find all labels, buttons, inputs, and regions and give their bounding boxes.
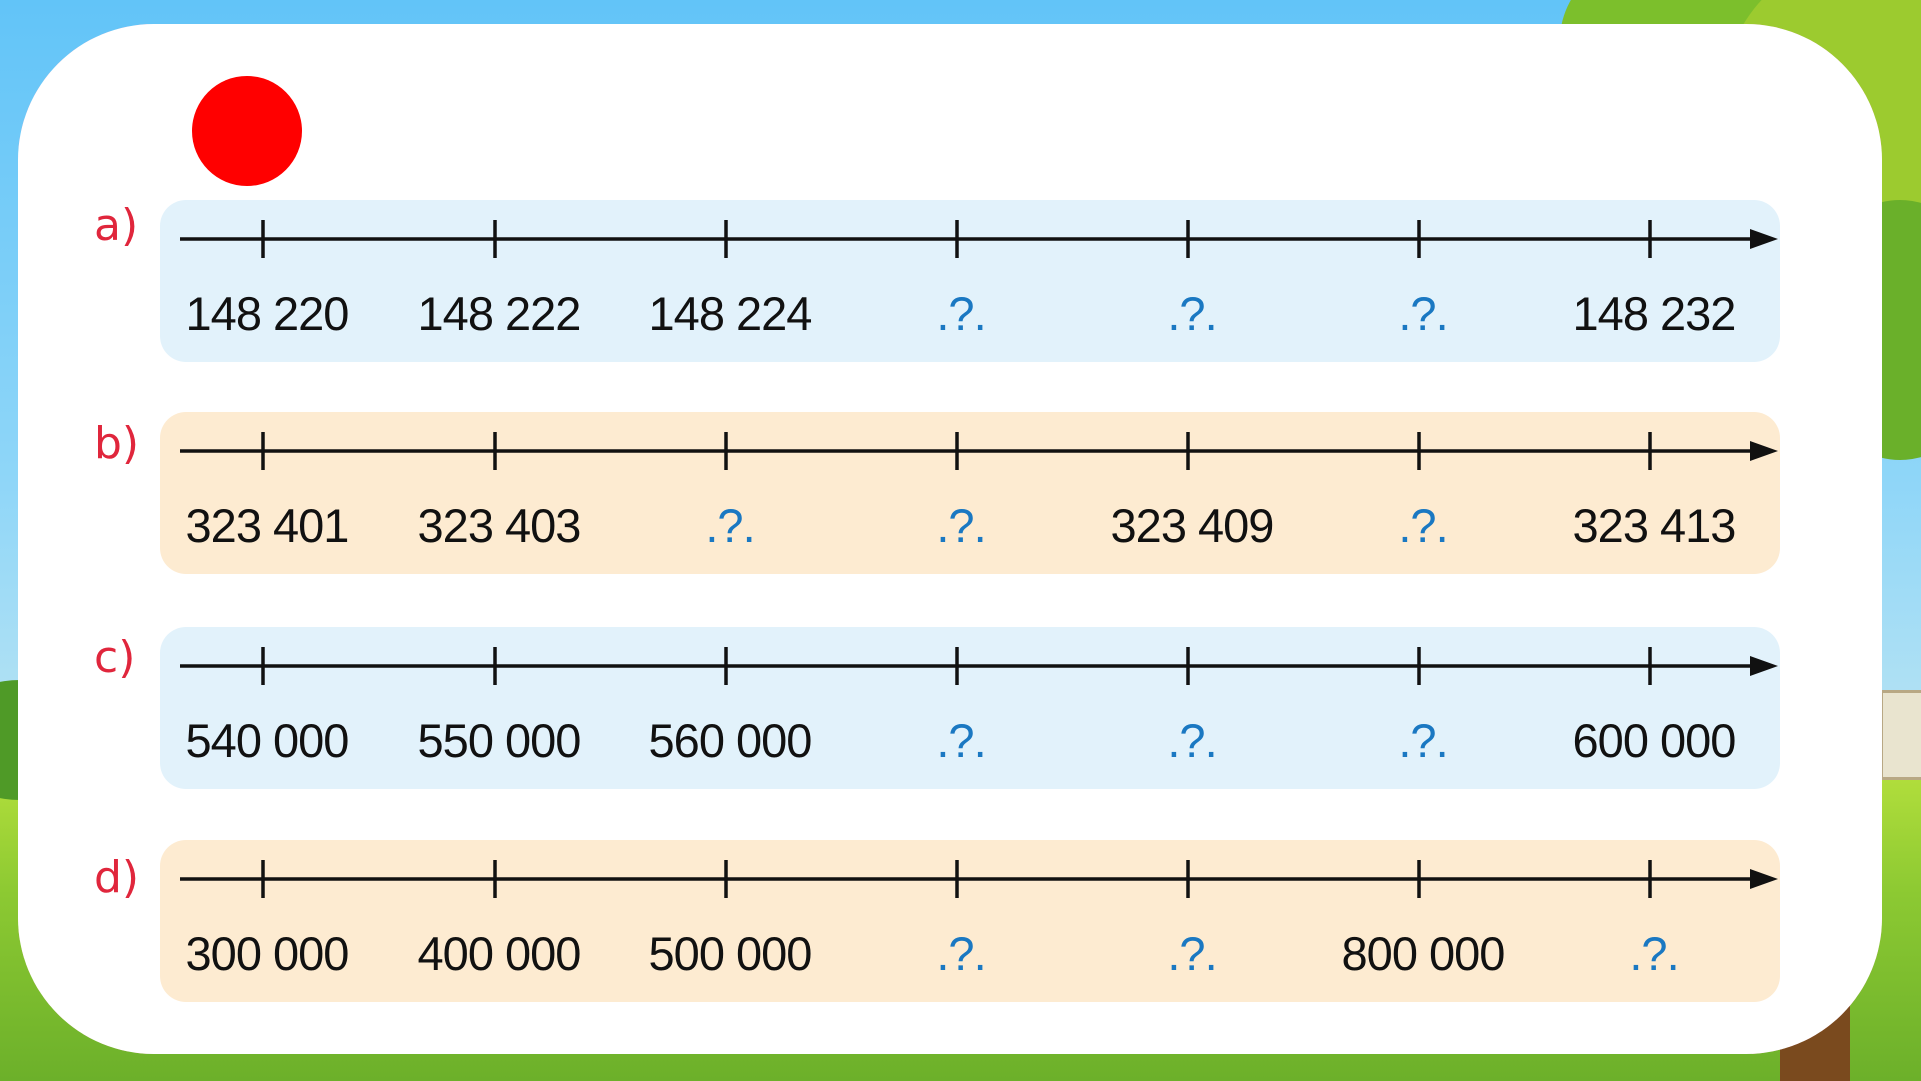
tick-value: 148 220 — [185, 287, 350, 340]
tick-value: 540 000 — [185, 714, 350, 767]
tick-value: 300 000 — [185, 927, 350, 980]
arrow-head-icon — [1750, 656, 1778, 676]
number-line-row: 300 000 400 000 500 000.?..?. 800 000.?. — [160, 840, 1780, 1002]
number-line-axis — [180, 220, 1778, 258]
missing-value-placeholder[interactable]: .?. — [1398, 287, 1448, 340]
number-line-row: 540 000 550 000 560 000.?..?..?. 600 000 — [160, 627, 1780, 789]
number-line-axis — [180, 647, 1778, 685]
tick-value: 148 232 — [1572, 287, 1737, 340]
tick-value: 600 000 — [1572, 714, 1737, 767]
tick-value: 560 000 — [648, 714, 813, 767]
number-line-row: 323 401 323 403.?..?. 323 409.?. 323 413 — [160, 412, 1780, 574]
missing-value-placeholder[interactable]: .?. — [936, 927, 986, 980]
number-line-axis — [180, 860, 1778, 898]
row-label: c) — [94, 632, 136, 683]
card-border — [18, 24, 1882, 1054]
missing-value-placeholder[interactable]: .?. — [936, 287, 986, 340]
number-line-row: 148 220 148 222 148 224.?..?..?. 148 232 — [160, 200, 1780, 362]
tick-value: 400 000 — [417, 927, 582, 980]
number-line-axis — [180, 432, 1778, 470]
missing-value-placeholder[interactable]: .?. — [936, 499, 986, 552]
missing-value-placeholder[interactable]: .?. — [705, 499, 755, 552]
arrow-head-icon — [1750, 441, 1778, 461]
missing-value-placeholder[interactable]: .?. — [1167, 714, 1217, 767]
row-label: d) — [94, 852, 140, 903]
tick-value: 550 000 — [417, 714, 582, 767]
missing-value-placeholder[interactable]: .?. — [1398, 499, 1448, 552]
arrow-head-icon — [1750, 869, 1778, 889]
missing-value-placeholder[interactable]: .?. — [1629, 927, 1679, 980]
house — [1880, 690, 1921, 780]
row-label: b) — [94, 418, 140, 469]
tick-value: 323 413 — [1572, 499, 1737, 552]
missing-value-placeholder[interactable]: .?. — [936, 714, 986, 767]
missing-value-placeholder[interactable]: .?. — [1167, 927, 1217, 980]
tick-value: 800 000 — [1341, 927, 1506, 980]
tick-value: 148 222 — [417, 287, 582, 340]
tick-value: 148 224 — [648, 287, 813, 340]
red-dot-icon — [192, 76, 302, 186]
tick-value: 323 409 — [1110, 499, 1275, 552]
tick-value: 500 000 — [648, 927, 813, 980]
row-label: a) — [94, 200, 139, 251]
tick-value: 323 403 — [417, 499, 582, 552]
missing-value-placeholder[interactable]: .?. — [1398, 714, 1448, 767]
missing-value-placeholder[interactable]: .?. — [1167, 287, 1217, 340]
arrow-head-icon — [1750, 229, 1778, 249]
tick-value: 323 401 — [185, 499, 350, 552]
